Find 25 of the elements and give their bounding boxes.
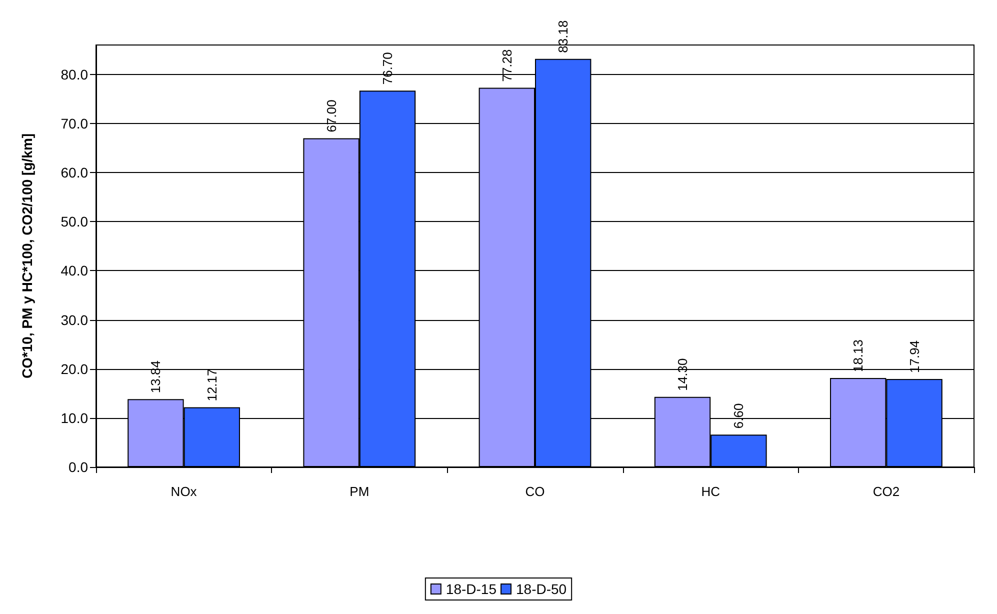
data-label: 14.30 [675, 358, 690, 391]
x-tick-label: PM [350, 484, 370, 499]
legend-label: 18-D-50 [516, 581, 567, 597]
y-tick-label: 30.0 [60, 312, 88, 328]
x-tick-label: CO [525, 484, 545, 499]
data-label: 67.00 [324, 100, 339, 132]
y-tick-label: 20.0 [60, 360, 88, 377]
data-label: 83.18 [556, 20, 571, 53]
y-tick-label: 40.0 [60, 262, 88, 279]
x-tick-label: CO2 [872, 484, 900, 499]
y-tick-label: 70.0 [60, 116, 88, 132]
y-tick-label: 80.0 [60, 66, 88, 82]
y-axis-title: CO*10, PM y HC*100, CO2/100 [g/km] [19, 133, 35, 379]
data-label: 12.17 [204, 368, 220, 402]
y-tick-label: 10.0 [60, 410, 88, 426]
data-label: 18.13 [850, 339, 866, 372]
x-tick-label: HC [701, 484, 720, 499]
y-tick-label: 60.0 [60, 164, 88, 181]
data-label: 77.28 [499, 49, 514, 82]
x-tick-label: NOx [170, 484, 198, 499]
y-tick-label: 50.0 [60, 214, 88, 230]
legend-label: 18-D-15 [446, 581, 497, 597]
data-label: 6.60 [731, 403, 746, 429]
y-tick-label: 0.0 [68, 459, 88, 475]
data-label: 76.70 [380, 52, 395, 85]
